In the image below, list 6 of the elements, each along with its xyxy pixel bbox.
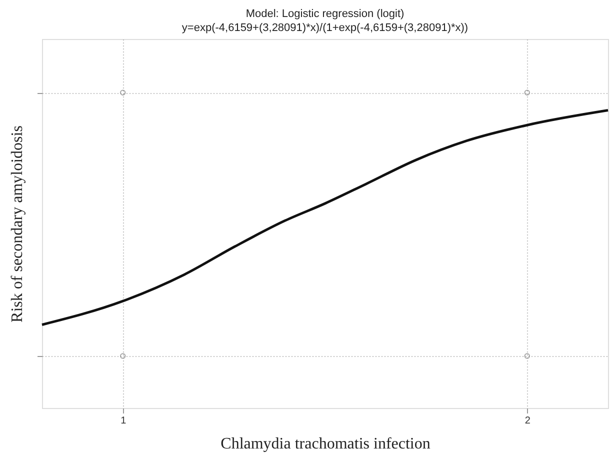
y-axis-title: Risk of secondary amyloidosis <box>9 126 26 322</box>
x-tick-label: 2 <box>524 416 531 426</box>
chart-subtitle: y=exp(-4,6159+(3,28091)*x)/(1+exp(-4,6159+(3,28091)*x)) <box>182 22 468 34</box>
x-axis-title: Chlamydia trachomatis infection <box>220 436 430 452</box>
x-tick-label: 1 <box>120 416 127 426</box>
chart-title: Model: Logistic regression (logit) <box>246 8 404 20</box>
